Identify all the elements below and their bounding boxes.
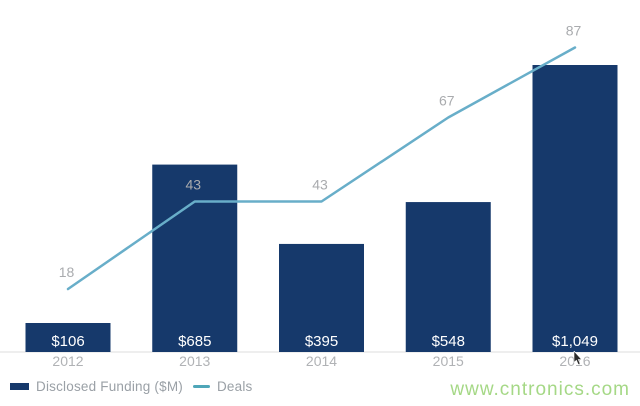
deals-value-label-2014: 43 [312,177,328,193]
deals-legend-label: Deals [216,378,253,394]
bar-2012 [25,322,111,352]
bar-2016 [532,65,618,352]
bar-value-label-2013: $685 [178,333,211,350]
bar-2013 [152,164,238,352]
mouse-cursor-icon [573,351,583,366]
watermark: www.cntronics.com [450,379,630,400]
bar-value-label-2016: $1,049 [552,333,598,350]
deals-value-label-2016: 87 [566,23,582,39]
deals-value-label-2013: 43 [185,177,201,193]
deals-value-label-2012: 18 [59,264,75,280]
year-label-2015: 2015 [433,353,464,369]
bar-value-label-2012: $106 [51,333,84,350]
year-label-2012: 2012 [52,353,83,369]
deals-value-label-2015: 67 [439,93,455,109]
funding-legend-swatch-icon [10,382,29,390]
bar-value-label-2015: $548 [432,333,465,350]
bar-2015 [405,202,491,352]
deals-line [66,46,577,291]
chart-legend: Disclosed Funding ($M) Deals [10,377,252,395]
bar-2014 [279,243,364,352]
funding-legend-label: Disclosed Funding ($M) [36,378,183,394]
year-label-2013: 2013 [179,353,210,369]
year-label-2014: 2014 [306,353,337,369]
deals-legend-swatch-icon [192,384,210,388]
bar-value-label-2014: $395 [305,333,338,350]
